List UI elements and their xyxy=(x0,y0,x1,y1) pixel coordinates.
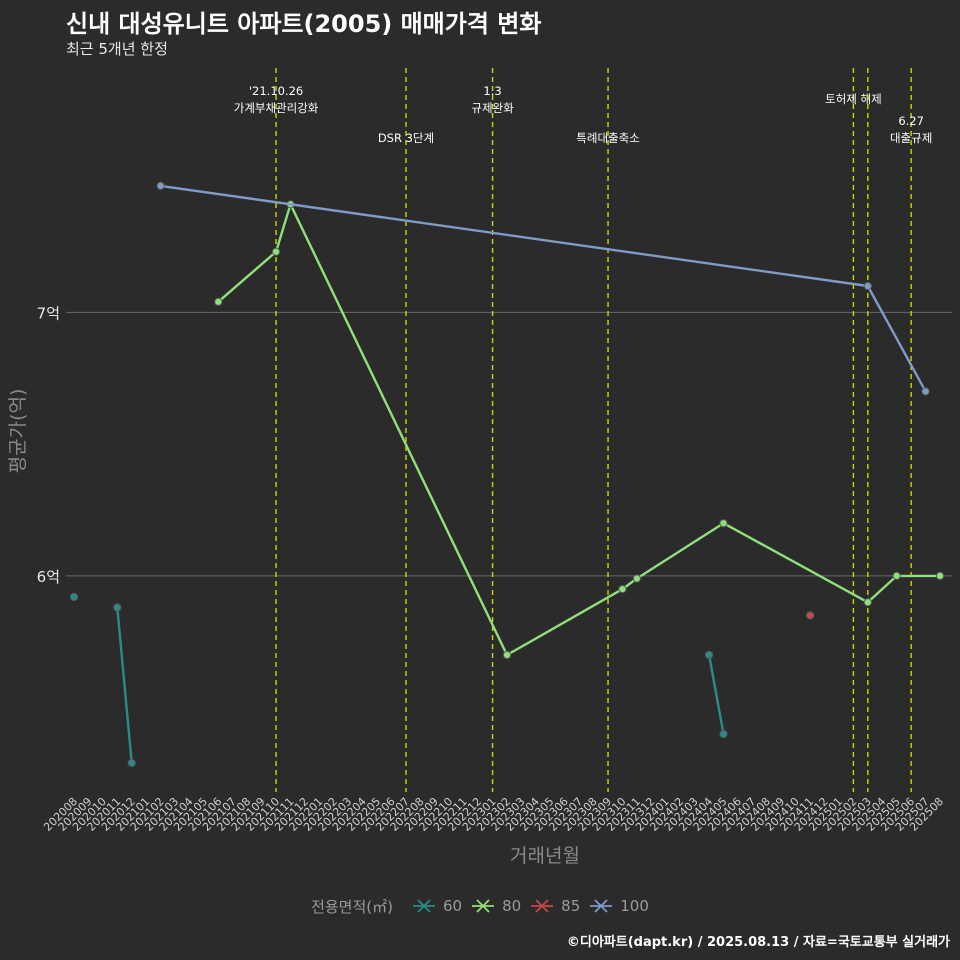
data-point-80 xyxy=(935,571,945,580)
legend-title: 전용면적(㎡) xyxy=(311,897,393,916)
series-line-80 xyxy=(217,203,940,657)
data-point-100 xyxy=(921,387,930,396)
legend-key-icon xyxy=(531,899,554,913)
legend-key-icon xyxy=(472,899,495,913)
event-label: 대출규제 xyxy=(890,131,932,145)
legend-label: 80 xyxy=(502,897,522,915)
legend-key-stroke xyxy=(535,899,549,913)
data-point-80 xyxy=(632,574,642,583)
legend-items: 60 80 85 100 xyxy=(403,895,649,917)
data-point-60 xyxy=(719,729,728,739)
event-label: 6.27 xyxy=(898,114,924,128)
chart-subtitle: 최근 5개년 한정 xyxy=(66,40,168,58)
data-point-100 xyxy=(863,281,872,291)
legend-label: 60 xyxy=(442,897,463,915)
legend-item-60: 60 xyxy=(411,895,462,917)
x-axis-title: 거래년월 xyxy=(510,845,580,867)
data-point-80 xyxy=(271,247,281,256)
series-line-100 xyxy=(160,184,927,392)
legend-key-stroke xyxy=(417,899,431,913)
legend-key-icon xyxy=(412,899,435,913)
event-label: 특례대출축소 xyxy=(576,131,639,145)
chart-title: 신내 대성유니트 아파트(2005) 매매가격 변화 xyxy=(66,10,542,38)
source-caption: ©디아파트(dapt.kr) / 2025.08.13 / 자료=국토교통부 실… xyxy=(566,935,950,950)
data-point-80 xyxy=(618,584,627,594)
legend: 전용면적(㎡) 60 80 85 100 xyxy=(0,895,960,917)
data-point-85 xyxy=(806,611,815,620)
data-point-100 xyxy=(156,181,165,190)
legend-key-stroke xyxy=(594,899,608,913)
y-tick-label: 7억 xyxy=(37,304,60,322)
series-line-60 xyxy=(707,654,725,735)
legend-key-icon xyxy=(590,899,613,913)
event-label: 1.3 xyxy=(483,84,501,98)
y-tick-label: 6억 xyxy=(37,568,60,586)
event-label: '21.10.26 xyxy=(249,84,303,98)
data-point-60 xyxy=(127,758,136,768)
legend-key-stroke xyxy=(476,899,490,913)
legend-label: 100 xyxy=(620,897,649,915)
axis-layer: 6억7억202008202009202010202011202012202101… xyxy=(7,304,946,867)
event-label: 토허제 해제 xyxy=(825,92,882,106)
event-label: 가계부채관리강화 xyxy=(234,101,319,115)
legend-item-80: 80 xyxy=(470,895,521,917)
series-line-60 xyxy=(116,607,133,764)
data-point-60 xyxy=(704,650,714,660)
legend-item-85: 85 xyxy=(529,895,580,917)
legend-label: 85 xyxy=(561,897,581,915)
data-point-80 xyxy=(214,297,223,306)
data-point-80 xyxy=(719,519,728,528)
data-point-80 xyxy=(502,650,512,660)
y-axis-title: 평균가(억) xyxy=(7,389,29,474)
data-point-60 xyxy=(113,603,122,612)
data-point-80 xyxy=(892,571,901,580)
data-point-60 xyxy=(69,592,79,602)
legend-item-100: 100 xyxy=(588,895,649,917)
event-label: DSR 3단계 xyxy=(378,131,434,145)
event-label: 규제완화 xyxy=(471,101,514,115)
series-layer xyxy=(69,181,945,768)
grid-layer xyxy=(66,311,952,577)
data-point-80 xyxy=(863,598,872,607)
